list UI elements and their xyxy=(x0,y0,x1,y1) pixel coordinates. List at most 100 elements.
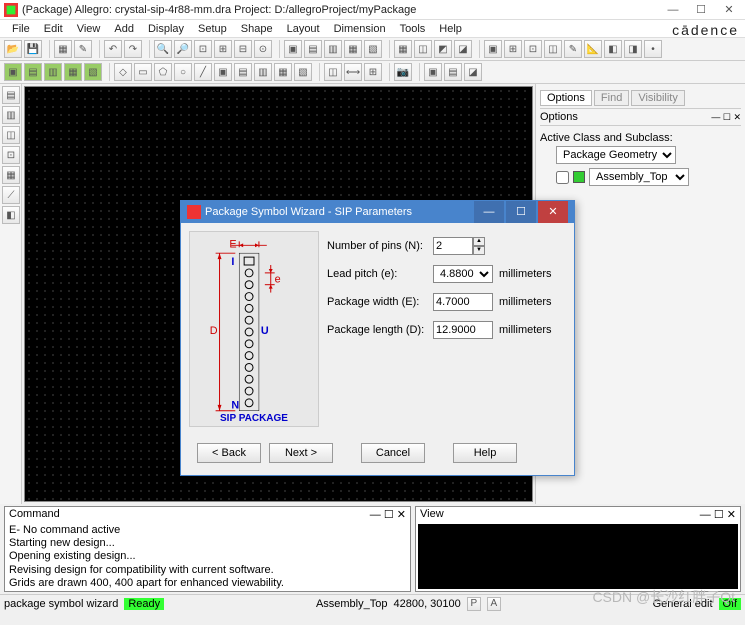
side-a-icon[interactable]: ▤ xyxy=(2,86,20,104)
tool-p-icon[interactable]: ◨ xyxy=(624,40,642,58)
minimize-button[interactable]: — xyxy=(661,2,685,18)
tab-visibility[interactable]: Visibility xyxy=(631,90,685,106)
side-g-icon[interactable]: ◧ xyxy=(2,206,20,224)
tool-zoom-fit-icon[interactable]: ⊡ xyxy=(194,40,212,58)
tool2-i-icon[interactable]: ▦ xyxy=(274,63,292,81)
tool-k-icon[interactable]: ⊡ xyxy=(524,40,542,58)
class-select[interactable]: Package Geometry xyxy=(556,146,676,164)
pitch-input[interactable]: 4.8800 xyxy=(433,265,493,283)
tool2-b-icon[interactable]: ▤ xyxy=(24,63,42,81)
pins-up-icon[interactable]: ▲ xyxy=(473,237,485,246)
cancel-button[interactable]: Cancel xyxy=(361,443,425,463)
tool-d-icon[interactable]: ▦ xyxy=(344,40,362,58)
status-a-button[interactable]: A xyxy=(487,597,501,611)
tool2-line-icon[interactable]: ╱ xyxy=(194,63,212,81)
tool-m-icon[interactable]: ✎ xyxy=(564,40,582,58)
tool2-e-icon[interactable]: ▧ xyxy=(84,63,102,81)
tool2-shape-icon[interactable]: ◇ xyxy=(114,63,132,81)
status-p-button[interactable]: P xyxy=(467,597,481,611)
menu-layout[interactable]: Layout xyxy=(281,22,326,36)
view-panel-ctrl-icon[interactable]: — ☐ ✕ xyxy=(700,508,736,521)
length-input[interactable] xyxy=(433,321,493,339)
subclass-checkbox[interactable] xyxy=(556,171,569,184)
tool-b-icon[interactable]: ▤ xyxy=(304,40,322,58)
tool-undo-icon[interactable]: ↶ xyxy=(104,40,122,58)
tool-e-icon[interactable]: ▧ xyxy=(364,40,382,58)
tool-q-icon[interactable]: • xyxy=(644,40,662,58)
tool-edit-icon[interactable]: ✎ xyxy=(74,40,92,58)
cmd-panel-ctrl-icon[interactable]: — ☐ ✕ xyxy=(370,508,406,521)
tool2-h-icon[interactable]: ▥ xyxy=(254,63,272,81)
close-button[interactable]: ✕ xyxy=(717,2,741,18)
tool-zoom-center-icon[interactable]: ⊙ xyxy=(254,40,272,58)
tool-o-icon[interactable]: ◧ xyxy=(604,40,622,58)
side-f-icon[interactable]: ⟋ xyxy=(2,186,20,204)
tool2-n-icon[interactable]: ▣ xyxy=(424,63,442,81)
menu-help[interactable]: Help xyxy=(433,22,468,36)
tool-c-icon[interactable]: ▥ xyxy=(324,40,342,58)
tool2-j-icon[interactable]: ▧ xyxy=(294,63,312,81)
menu-setup[interactable]: Setup xyxy=(192,22,233,36)
tool-redo-icon[interactable]: ↷ xyxy=(124,40,142,58)
tool-grid-icon[interactable]: ▦ xyxy=(394,40,412,58)
side-d-icon[interactable]: ⊡ xyxy=(2,146,20,164)
tool-i-icon[interactable]: ▣ xyxy=(484,40,502,58)
tool-save-icon[interactable]: 💾 xyxy=(24,40,42,58)
tool-zoom-all-icon[interactable]: ⊞ xyxy=(214,40,232,58)
menu-file[interactable]: File xyxy=(6,22,36,36)
side-c-icon[interactable]: ◫ xyxy=(2,126,20,144)
tool2-cam-icon[interactable]: 📷 xyxy=(394,63,412,81)
tool2-a-icon[interactable]: ▣ xyxy=(4,63,22,81)
side-e-icon[interactable]: ▦ xyxy=(2,166,20,184)
menu-edit[interactable]: Edit xyxy=(38,22,69,36)
tool2-l-icon[interactable]: ⟷ xyxy=(344,63,362,81)
tab-options[interactable]: Options xyxy=(540,90,592,106)
width-input[interactable] xyxy=(433,293,493,311)
subclass-select[interactable]: Assembly_Top xyxy=(589,168,689,186)
next-button[interactable]: Next > xyxy=(269,443,333,463)
tool2-m-icon[interactable]: ⊞ xyxy=(364,63,382,81)
back-button[interactable]: < Back xyxy=(197,443,261,463)
tool2-rect-icon[interactable]: ▭ xyxy=(134,63,152,81)
dialog-minimize-button[interactable]: — xyxy=(474,201,504,223)
menu-shape[interactable]: Shape xyxy=(235,22,279,36)
tool-layers-icon[interactable]: ▦ xyxy=(54,40,72,58)
tab-find[interactable]: Find xyxy=(594,90,629,106)
tool-n-icon[interactable]: 📐 xyxy=(584,40,602,58)
tool2-p-icon[interactable]: ◪ xyxy=(464,63,482,81)
subclass-color-icon[interactable] xyxy=(573,171,585,183)
maximize-button[interactable]: ☐ xyxy=(689,2,713,18)
pins-input[interactable] xyxy=(433,237,473,255)
menu-add[interactable]: Add xyxy=(108,22,140,36)
tool-h-icon[interactable]: ◪ xyxy=(454,40,472,58)
tool-j-icon[interactable]: ⊞ xyxy=(504,40,522,58)
view-body[interactable] xyxy=(418,524,738,589)
tool-zoom-out-icon[interactable]: 🔎 xyxy=(174,40,192,58)
tool2-c-icon[interactable]: ▥ xyxy=(44,63,62,81)
tool-zoom-in-icon[interactable]: 🔍 xyxy=(154,40,172,58)
tool-zoom-prev-icon[interactable]: ⊟ xyxy=(234,40,252,58)
tool2-o-icon[interactable]: ▤ xyxy=(444,63,462,81)
dialog-close-button[interactable]: ✕ xyxy=(538,201,568,223)
dialog-titlebar[interactable]: Package Symbol Wizard - SIP Parameters —… xyxy=(181,201,574,223)
tool-l-icon[interactable]: ◫ xyxy=(544,40,562,58)
tool-g-icon[interactable]: ◩ xyxy=(434,40,452,58)
tool2-g-icon[interactable]: ▤ xyxy=(234,63,252,81)
menu-tools[interactable]: Tools xyxy=(394,22,432,36)
tool-f-icon[interactable]: ◫ xyxy=(414,40,432,58)
tool2-k-icon[interactable]: ◫ xyxy=(324,63,342,81)
tool2-f-icon[interactable]: ▣ xyxy=(214,63,232,81)
dialog-maximize-button[interactable]: ☐ xyxy=(506,201,536,223)
menu-view[interactable]: View xyxy=(71,22,107,36)
pins-down-icon[interactable]: ▼ xyxy=(473,246,485,255)
tool2-d-icon[interactable]: ▦ xyxy=(64,63,82,81)
tool2-poly-icon[interactable]: ⬠ xyxy=(154,63,172,81)
panel-min-icon[interactable]: — ☐ ✕ xyxy=(711,112,741,123)
help-button[interactable]: Help xyxy=(453,443,517,463)
menu-display[interactable]: Display xyxy=(142,22,190,36)
menu-dimension[interactable]: Dimension xyxy=(328,22,392,36)
tool2-circ-icon[interactable]: ○ xyxy=(174,63,192,81)
tool-open-icon[interactable]: 📂 xyxy=(4,40,22,58)
side-b-icon[interactable]: ▥ xyxy=(2,106,20,124)
tool-a-icon[interactable]: ▣ xyxy=(284,40,302,58)
